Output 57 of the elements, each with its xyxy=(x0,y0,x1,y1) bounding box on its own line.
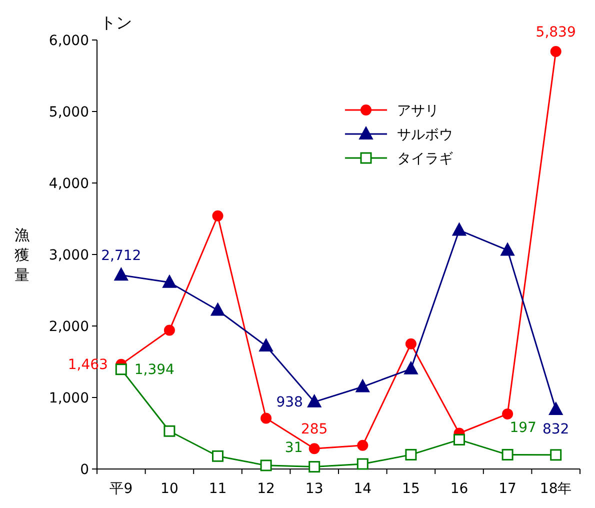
legend-label: アサリ xyxy=(397,103,439,119)
point xyxy=(405,448,417,460)
text: トン xyxy=(100,13,132,32)
data-label: 31 xyxy=(284,440,303,456)
y-tick-label: 4,000 xyxy=(48,176,89,192)
x-tick-label: 15 xyxy=(402,481,420,497)
legend-label: サルボウ xyxy=(397,127,453,143)
x-tick-label: 10 xyxy=(160,481,178,497)
point xyxy=(308,443,320,454)
point xyxy=(502,408,514,420)
point xyxy=(164,425,176,437)
x-tick-label: 16 xyxy=(450,481,468,497)
y-tick-label: 5,000 xyxy=(48,104,89,120)
data-label: 285 xyxy=(300,422,328,438)
y-tick-label: 3,000 xyxy=(48,248,89,264)
y-axis-title: 漁獲量 xyxy=(14,226,30,284)
y-tick-label: 0 xyxy=(80,462,89,478)
point xyxy=(260,412,272,424)
point xyxy=(212,210,224,222)
y-tick-label: 6,000 xyxy=(48,33,89,49)
point xyxy=(404,361,418,374)
point xyxy=(357,440,368,451)
data-label: 938 xyxy=(276,394,303,410)
point xyxy=(212,450,224,462)
point xyxy=(307,394,322,408)
point xyxy=(162,274,176,288)
x-tick-label: 12 xyxy=(257,481,275,497)
point xyxy=(210,302,225,316)
point xyxy=(356,379,370,392)
point xyxy=(548,402,563,416)
data-label: 2,712 xyxy=(101,248,142,264)
y-tick-label: 1,000 xyxy=(48,390,89,406)
point xyxy=(550,449,562,461)
x-tick-label: 17 xyxy=(498,481,516,497)
x-tick-label: 18年 xyxy=(540,481,572,497)
point xyxy=(405,338,416,350)
data-label: 832 xyxy=(542,422,570,438)
x-tick-label: 13 xyxy=(305,481,324,497)
point xyxy=(164,324,175,336)
point xyxy=(454,434,465,446)
x-tick-label: 14 xyxy=(354,481,372,497)
point xyxy=(452,222,466,236)
point xyxy=(260,460,272,472)
point xyxy=(502,448,514,460)
point xyxy=(500,242,515,256)
x-tick-label: 平9 xyxy=(110,481,133,497)
x-tick-label: 11 xyxy=(208,481,227,497)
point xyxy=(259,338,274,352)
point xyxy=(115,364,127,376)
data-label: 5,839 xyxy=(536,24,576,41)
point xyxy=(114,268,128,281)
legend-label: タイラギ xyxy=(397,151,453,167)
y-tick-label: 2,000 xyxy=(48,319,89,335)
point xyxy=(308,461,320,473)
data-label: 197 xyxy=(510,420,536,436)
data-label: 1,394 xyxy=(134,362,175,378)
point xyxy=(356,458,368,470)
